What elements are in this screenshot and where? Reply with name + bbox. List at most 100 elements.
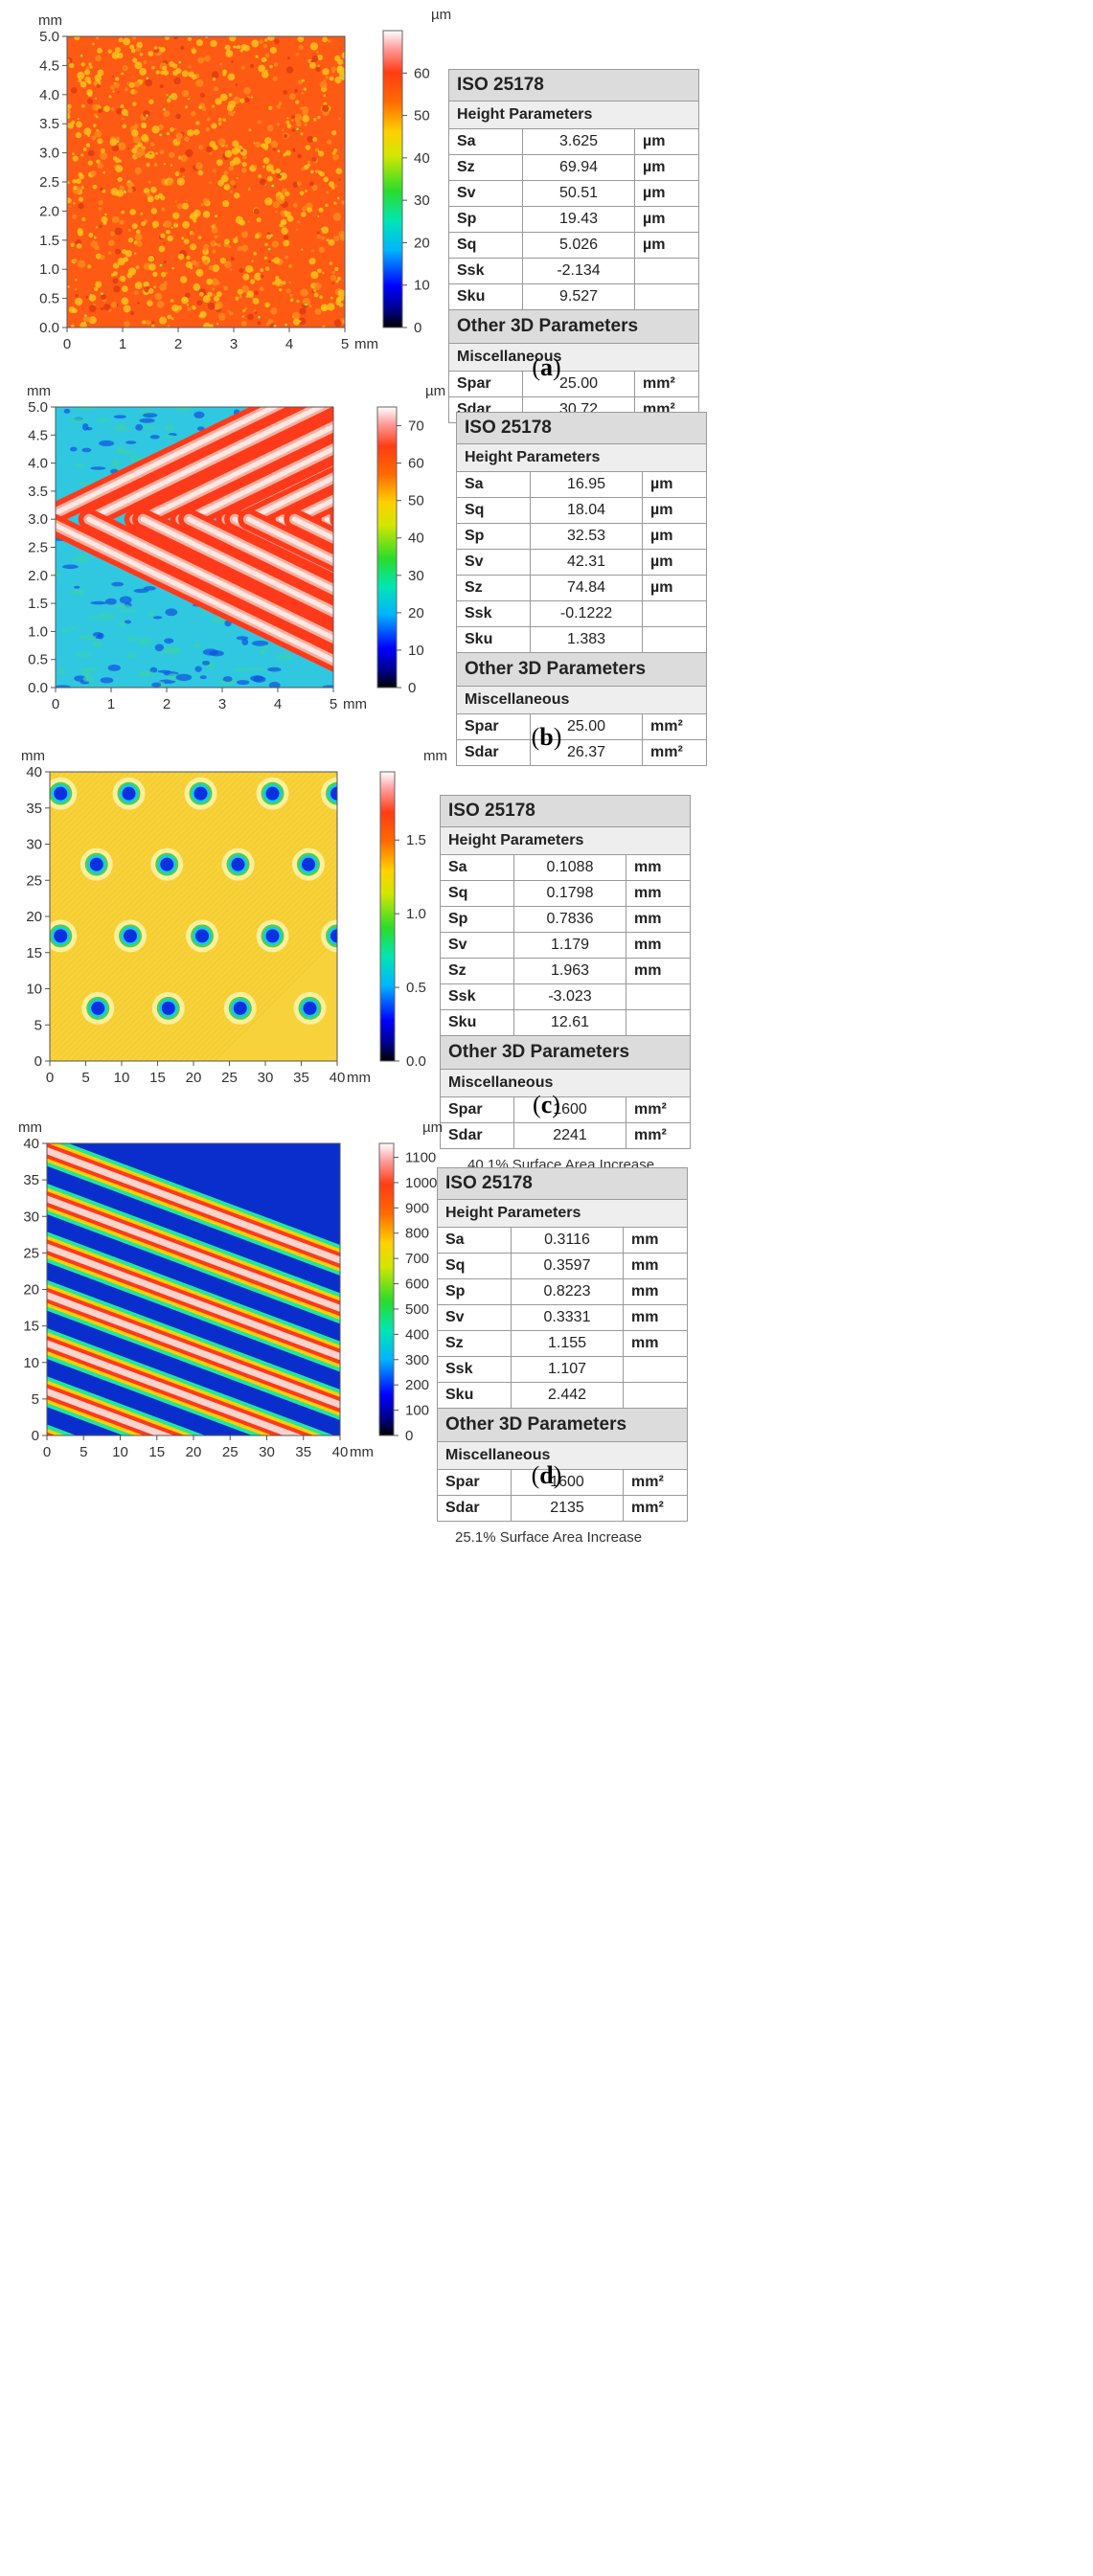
param-value: 42.31 [530,549,643,576]
param-value: 1.155 [511,1330,624,1357]
misc-header: Miscellaneous [440,1069,691,1097]
param-value: -0.1222 [530,600,643,627]
table-title: ISO 25178 [448,69,699,102]
table-row: Ssk -3.023 [440,983,691,1010]
param-name: Sa [456,471,531,498]
param-name: Sp [437,1278,512,1305]
panel-d-colorbar-tick: 500 [405,1301,429,1318]
panel-d-ytick: 20 [23,1282,39,1299]
table-row: Spar 25.00 mm² [456,713,707,740]
param-value: 16.95 [530,471,643,498]
param-value: 0.1798 [513,880,626,907]
param-value: 0.3331 [511,1304,624,1331]
panel-c-x-unit: mm [347,1070,371,1086]
panel-c-xtick: 10 [114,1070,130,1086]
panel-c-ytick: 25 [26,872,42,889]
param-name: Spar [448,371,523,397]
param-value: 1.383 [530,626,643,653]
panel-d-x-unit: mm [350,1444,374,1460]
panel-c-xtick: 0 [46,1070,54,1086]
param-name: Spar [440,1096,514,1123]
param-name: Sz [448,154,523,181]
table-row: Sz 1.155 mm [437,1330,688,1357]
panel-c-ytick: 5 [34,1017,42,1033]
param-name: Sz [440,958,514,984]
panel-b-ytick: 5.0 [28,399,48,416]
param-name: Sdar [456,739,531,766]
panel-c-ytick: 0 [34,1053,42,1070]
table-row: Sq 5.026 µm [448,232,699,259]
caption-letter: b [539,723,554,751]
panel-b-ytick: 1.5 [28,596,48,612]
param-unit: mm² [626,1122,691,1149]
panel-a-xtick: 0 [63,336,71,352]
param-name: Sa [440,854,514,881]
misc-header: Miscellaneous [456,686,707,714]
panel-c-xtick: 5 [81,1070,89,1086]
panel-b-xtick: 2 [163,696,171,712]
panel-a-ytick: 2.5 [39,174,59,191]
table-row: Sz 1.963 mm [440,958,691,984]
param-unit: mm [623,1253,688,1279]
panel-d-colorbar-tick: 100 [405,1403,429,1419]
table-row: Sz 69.94 µm [448,154,699,181]
table-row: Sku 12.61 [440,1009,691,1036]
panel-c-colorbar-tick: 1.0 [406,906,426,922]
param-value: 0.7836 [513,906,626,933]
panel-d-xtick: 0 [43,1444,51,1460]
param-value: 0.1088 [513,854,626,881]
param-unit: µm [634,232,699,259]
param-value: 3.625 [522,128,635,155]
panel-b-iso-table: ISO 25178 Height Parameters Sa 16.95 µm Sq 18.… [456,412,707,766]
param-unit: µm [642,471,707,498]
param-unit [634,258,699,284]
param-value: 18.04 [530,497,643,524]
panel-b-colorbar-unit: µm [425,383,445,399]
table-row: Sv 50.51 µm [448,180,699,207]
param-unit [642,626,707,653]
param-unit: mm [626,932,691,959]
param-unit: mm [626,854,691,881]
param-value: 9.527 [522,283,635,310]
panel-d-colorbar-tick: 1100 [405,1150,436,1166]
param-name: Sz [437,1330,512,1357]
panel-b-xtick: 4 [274,696,282,712]
table-row: Sdar 26.37 mm² [456,739,707,766]
table-row: ISO 25178 [440,795,691,827]
table-row: Ssk -2.134 [448,258,699,284]
param-value: 1.179 [513,932,626,959]
table-row: Sq 0.3597 mm [437,1253,688,1279]
param-name: Sa [437,1227,512,1254]
panel-a-ytick: 5.0 [39,29,59,45]
param-name: Sq [437,1253,512,1279]
table-row: Other 3D Parameters [448,309,699,344]
panel-b-y-unit: mm [27,383,51,399]
table-row: Other 3D Parameters [437,1408,688,1442]
panel-a-x-unit: mm [354,336,378,352]
panel-b-colorbar-tick: 70 [408,418,424,435]
param-value: 25.00 [530,713,643,740]
panel-b-colorbar-tick: 60 [408,456,424,472]
param-unit [623,1356,688,1383]
panel-d-ytick: 10 [23,1355,39,1371]
param-name: Ssk [456,600,531,627]
panel-c-ytick: 35 [26,801,42,817]
panel-d-colorbar-tick: 700 [405,1251,429,1267]
table-row: Miscellaneous [440,1069,691,1097]
panel-a-ytick: 4.5 [39,57,59,74]
panel-d-colorbar [378,1142,395,1436]
panel-b-colorbar-tick: 20 [408,605,424,621]
param-value: 2241 [513,1122,626,1149]
panel-b-plot-frame [55,406,334,689]
table-row: Sku 9.527 [448,283,699,310]
panel-b-colorbar-tick: 0 [408,680,416,696]
panel-c-ytick: 40 [26,764,42,780]
param-value: 1.107 [511,1356,624,1383]
panel-a-plot-frame [66,35,346,328]
param-unit: µm [642,575,707,601]
panel-b-xtick: 5 [330,696,337,712]
panel-d-surface [47,1143,340,1435]
param-unit: mm² [623,1469,688,1496]
panel-c-colorbar [379,771,396,1062]
panel-b-ytick: 2.5 [28,540,48,556]
